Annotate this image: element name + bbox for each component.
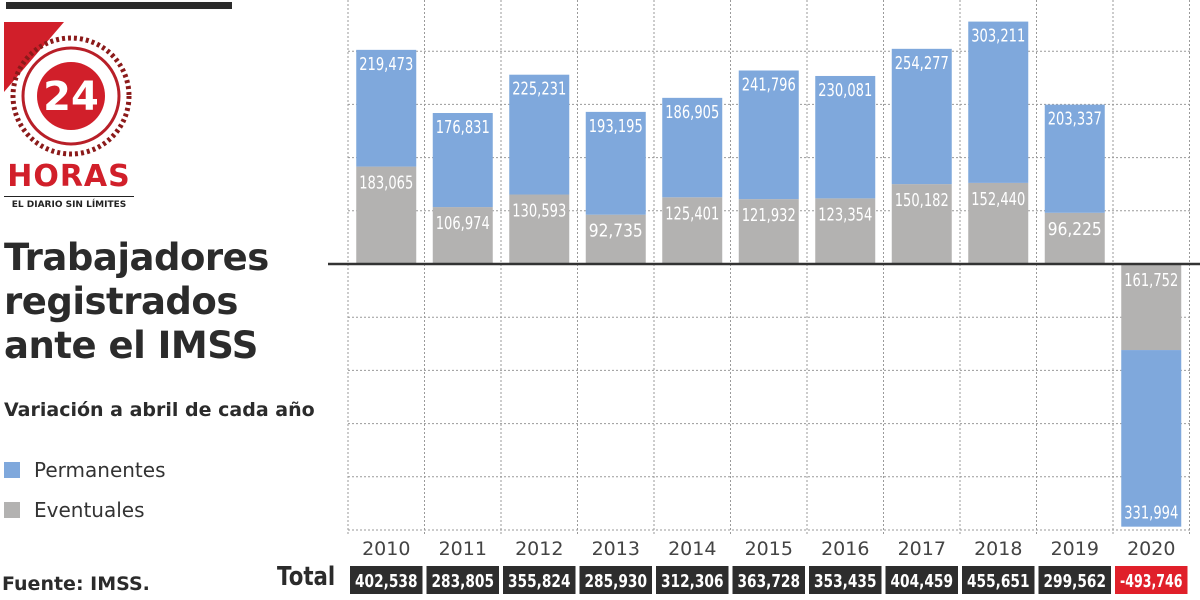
bar-permanentes-2017 [891,48,952,185]
chart-subtitle: Variación a abril de cada año [4,399,315,421]
total-box-2013 [579,566,652,594]
legend-item-permanentes: Permanentes [4,458,304,498]
x-tick-label-2019: 2019 [1051,538,1099,560]
bar-permanentes-2013 [585,111,646,215]
data-label-eventuales-2011: 106,974 [436,213,490,234]
chart-title: Trabajadores registrados ante el IMSS [4,236,269,367]
legend-label-permanentes: Permanentes [34,458,166,482]
data-label-permanentes-2013: 193,195 [589,116,643,137]
logo-brand: HORAS [7,159,131,194]
legend-swatch-permanentes [4,462,20,478]
logo-number: 24 [43,74,99,120]
data-label-eventuales-2012: 130,593 [512,201,566,222]
total-value-2010: 402,538 [355,571,418,592]
top-rule [6,2,232,9]
bar-eventuales-2014 [662,197,723,264]
data-label-eventuales-2018: 152,440 [971,189,1025,210]
total-value-2020: -493,746 [1120,571,1183,592]
x-tick-label-2014: 2014 [668,538,716,560]
total-box-2016 [809,566,882,594]
data-label-eventuales-2020: 161,752 [1124,270,1178,291]
data-label-permanentes-2020: 331,994 [1124,503,1178,524]
data-label-permanentes-2019: 203,337 [1048,109,1102,130]
bar-permanentes-2012 [509,74,570,195]
total-value-2019: 299,562 [1044,571,1107,592]
totals-label: Total [277,562,336,592]
total-box-2012 [503,566,576,594]
bar-eventuales-2013 [585,214,646,264]
total-value-2014: 312,306 [661,571,724,592]
data-label-eventuales-2015: 121,932 [742,205,796,226]
logo-tagline: EL DIARIO SIN LÍMITES [4,196,134,210]
total-value-2012: 355,824 [508,571,571,592]
total-value-2017: 404,459 [891,571,954,592]
bar-permanentes-2020 [1121,350,1182,527]
source-note: Fuente: IMSS. [2,573,150,595]
legend-label-eventuales: Eventuales [34,498,145,522]
x-tick-label-2016: 2016 [821,538,869,560]
legend-swatch-eventuales [4,502,20,518]
bar-permanentes-2019 [1044,104,1105,213]
data-label-permanentes-2011: 176,831 [436,117,490,138]
x-tick-label-2012: 2012 [515,538,563,560]
data-label-eventuales-2017: 150,182 [895,190,949,211]
data-label-eventuales-2010: 183,065 [359,173,413,194]
data-label-permanentes-2016: 230,081 [818,80,872,101]
logo: 24 HORAS EL DIARIO SIN LÍMITES [4,22,138,216]
x-tick-label-2018: 2018 [974,538,1022,560]
total-value-2016: 353,435 [814,571,877,592]
bar-eventuales-2012 [509,194,570,264]
data-label-eventuales-2019: 96,225 [1048,219,1102,240]
data-label-permanentes-2012: 225,231 [512,79,566,100]
data-label-permanentes-2018: 303,211 [971,26,1025,47]
bar-permanentes-2015 [738,70,799,200]
total-box-2015 [732,566,805,594]
x-tick-label-2020: 2020 [1127,538,1175,560]
bar-eventuales-2011 [432,207,493,264]
total-value-2015: 363,728 [738,571,801,592]
x-tick-label-2013: 2013 [592,538,640,560]
legend: Permanentes Eventuales [4,458,304,538]
bar-eventuales-2020 [1121,264,1182,351]
bar-eventuales-2018 [968,182,1029,264]
total-box-2020 [1115,566,1188,594]
data-label-permanentes-2017: 254,277 [895,53,949,74]
x-tick-label-2015: 2015 [745,538,793,560]
bar-eventuales-2017 [891,184,952,264]
bar-eventuales-2019 [1044,212,1105,264]
data-label-eventuales-2013: 92,735 [589,221,643,242]
total-box-2017 [885,566,958,594]
x-tick-label-2017: 2017 [898,538,946,560]
total-box-2011 [426,566,499,594]
bar-permanentes-2014 [662,97,723,198]
total-value-2018: 455,651 [967,571,1030,592]
bar-eventuales-2010 [356,166,417,264]
data-label-permanentes-2010: 219,473 [359,54,413,75]
data-label-permanentes-2014: 186,905 [665,102,719,123]
data-label-permanentes-2015: 241,796 [742,74,796,95]
bar-eventuales-2015 [738,199,799,264]
total-value-2011: 283,805 [432,571,495,592]
legend-item-eventuales: Eventuales [4,498,304,538]
total-box-2018 [962,566,1035,594]
data-label-eventuales-2014: 125,401 [665,203,719,224]
total-box-2014 [656,566,729,594]
bar-permanentes-2018 [968,21,1029,183]
bar-permanentes-2010 [356,49,417,167]
x-tick-label-2011: 2011 [439,538,487,560]
x-tick-label-2010: 2010 [362,538,410,560]
data-label-eventuales-2016: 123,354 [818,204,872,225]
bar-eventuales-2016 [815,198,876,264]
bar-permanentes-2011 [432,113,493,208]
bar-permanentes-2016 [815,75,876,199]
total-box-2010 [350,566,423,594]
total-box-2019 [1038,566,1111,594]
total-value-2013: 285,930 [585,571,648,592]
logo-emblem: 24 [4,22,132,157]
